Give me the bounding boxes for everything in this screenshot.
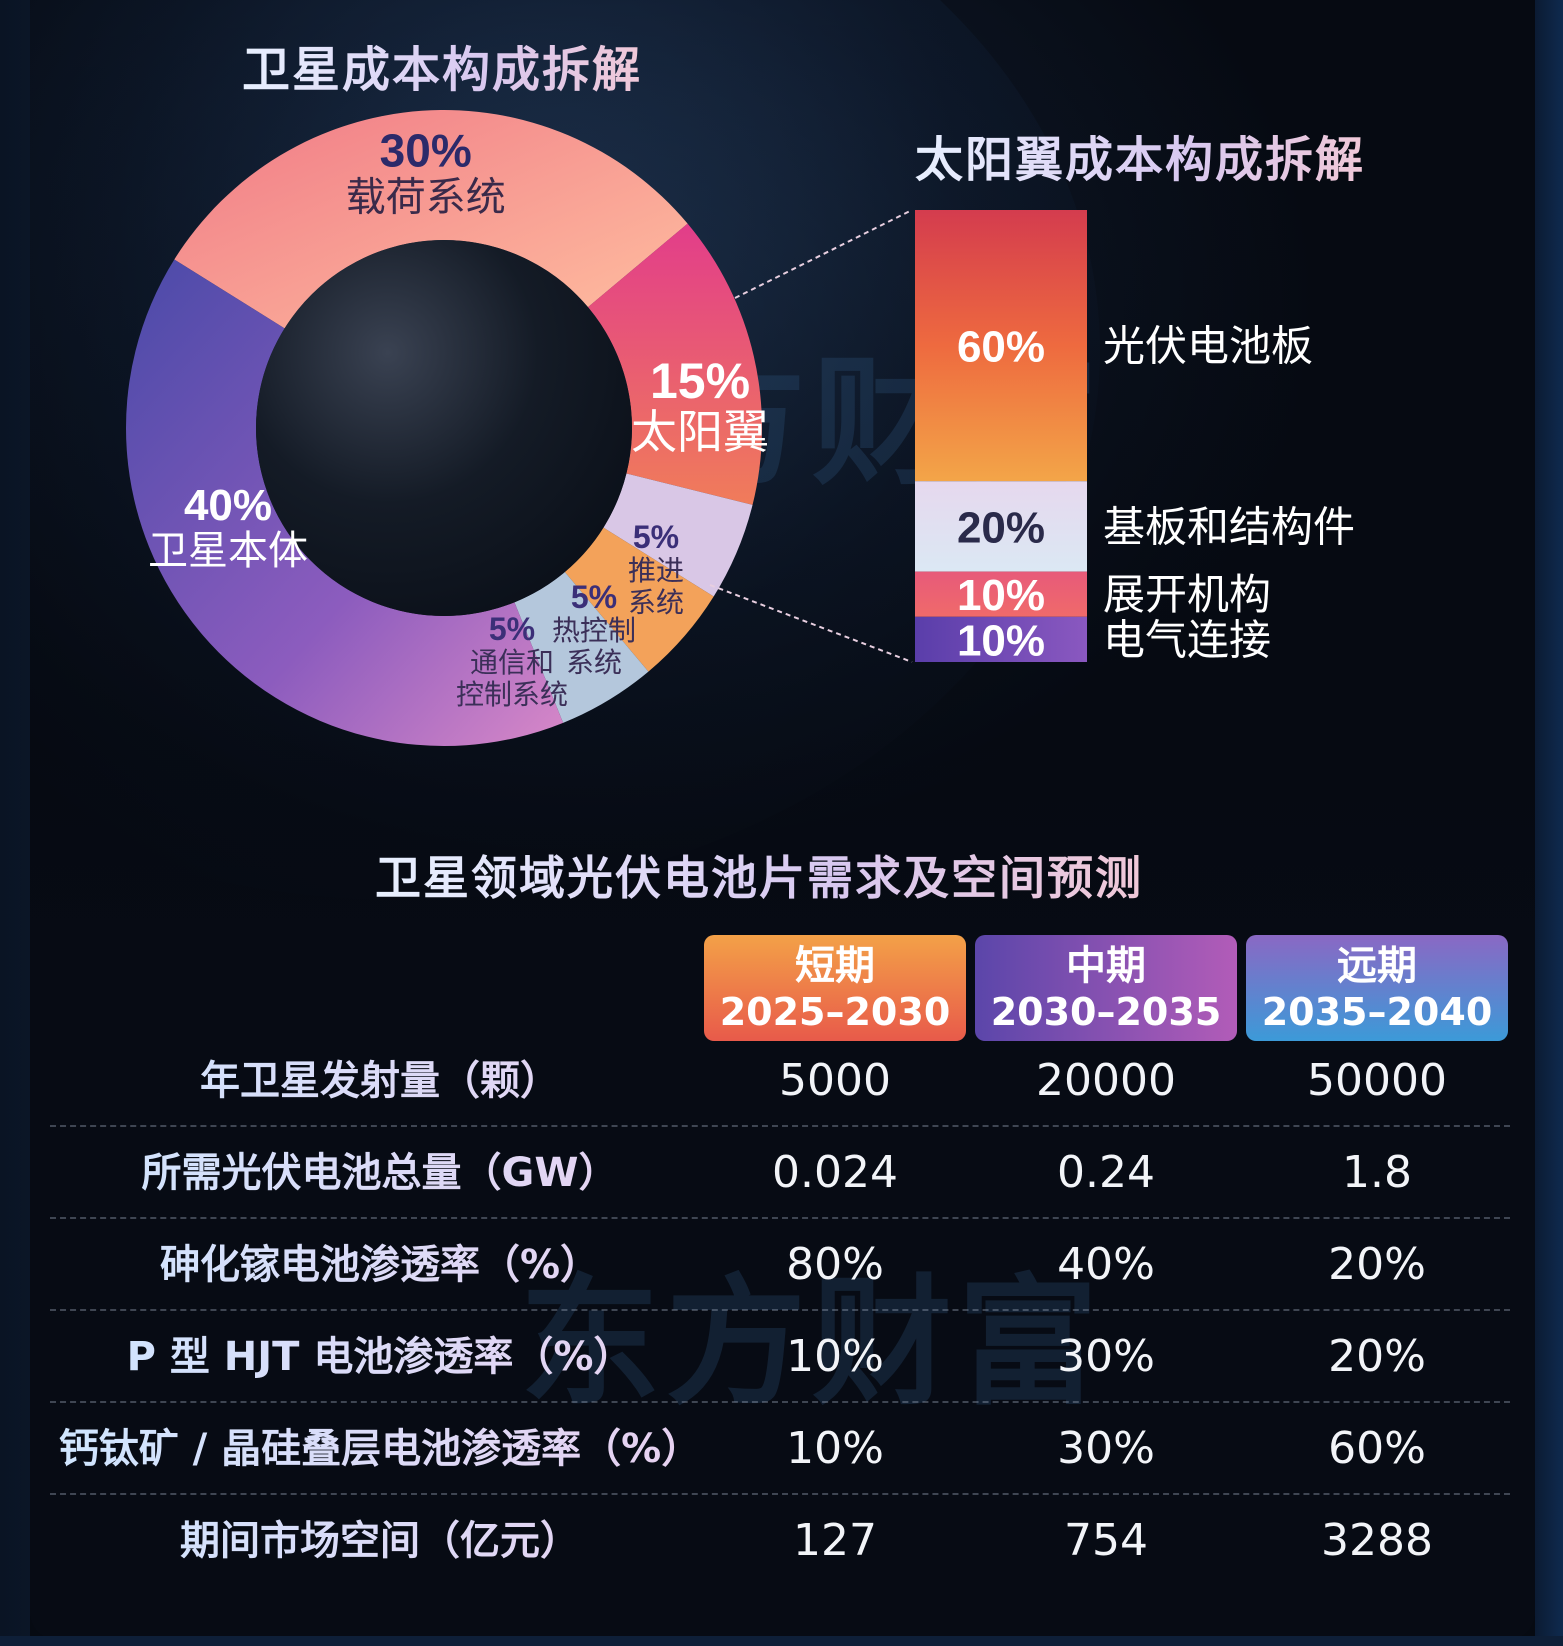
donut-name-label: 载荷系统 [346,176,506,220]
donut-labels: 30%载荷系统15%太阳翼5%推进系统5%热控制系统5%通信和控制系统40%卫星… [148,125,769,710]
cell-long: 20% [1328,1239,1426,1290]
bar-name-label: 电气连接 [1103,616,1271,663]
header-mid-term: 中期 2030–2035 [975,935,1237,1041]
header-long-term-name: 远期 [1337,943,1417,989]
bar-pct-label: 10% [957,571,1045,620]
cell-mid: 0.24 [1057,1147,1155,1198]
solar-wing-stacked-bar [915,210,1087,662]
cell-mid: 20000 [1036,1055,1176,1106]
row-label: 所需光伏电池总量（GW） [50,1127,710,1219]
cell-short: 80% [786,1239,884,1290]
donut-hole [256,240,632,616]
table-row: 砷化镓电池渗透率（%） 80% 40% 20% [50,1219,1510,1311]
satellite-cost-donut [126,109,762,747]
donut-pct-label: 40% [184,481,272,530]
donut-name-label: 太阳翼 [631,406,769,458]
row-divider [50,1309,1510,1311]
connector-top [734,209,913,299]
donut-slice-3 [603,473,753,597]
donut-pct-label: 30% [380,125,472,177]
cell-mid: 754 [1064,1515,1148,1566]
donut-name-label: 热控制 [552,615,636,646]
cell-short: 10% [786,1423,884,1474]
stacked-bar-labels: 60% 光伏电池板 20% 基板和结构件 10% 展开机构 10% 电气连接 [957,323,1355,666]
table-row: 期间市场空间（亿元） 127 754 3288 [50,1495,1510,1587]
cell-long: 60% [1328,1423,1426,1474]
bar-name-label: 基板和结构件 [1103,503,1355,550]
bar-segment-3 [915,571,1087,617]
bar-name-label: 光伏电池板 [1103,323,1313,370]
bottom-frame [0,1636,1563,1646]
cell-long: 20% [1328,1331,1426,1382]
table-row: 年卫星发射量（颗） 5000 20000 50000 [50,1035,1510,1127]
donut-name-label: 卫星本体 [148,529,308,573]
table-row: P 型 HJT 电池渗透率（%） 10% 30% 20% [50,1311,1510,1403]
donut-name-label: 系统 [628,587,684,618]
donut-name-label: 通信和 [470,647,554,678]
donut-slice-6 [126,259,564,747]
header-long-term: 远期 2035–2040 [1246,935,1508,1041]
table-row: 钙钛矿 / 晶硅叠层电池渗透率（%） 10% 30% 60% [50,1403,1510,1495]
cell-mid: 30% [1057,1423,1155,1474]
cell-short: 5000 [779,1055,891,1106]
header-short-term-period: 2025–2030 [719,990,951,1034]
row-divider [50,1217,1510,1219]
header-short-term: 短期 2025–2030 [704,935,966,1041]
donut-pct-label: 5% [633,519,679,555]
cost-charts: 30%载荷系统15%太阳翼5%推进系统5%热控制系统5%通信和控制系统40%卫星… [126,109,1355,747]
satellite-cost-title: 卫星成本构成拆解 [242,30,642,100]
cell-long: 1.8 [1342,1147,1412,1198]
forecast-title: 卫星领域光伏电池片需求及空间预测 [375,842,1143,908]
row-label: 期间市场空间（亿元） [50,1495,710,1587]
right-frame [1535,0,1563,1646]
cell-long: 3288 [1321,1515,1433,1566]
bar-pct-label: 20% [957,503,1045,552]
cell-short: 0.024 [772,1147,898,1198]
donut-slice-2 [588,223,762,505]
row-label: 砷化镓电池渗透率（%） [50,1219,710,1311]
row-divider [50,1125,1510,1127]
donut-pct-label: 5% [489,611,535,647]
donut-name-label: 系统 [566,647,622,678]
donut-name-label: 推进 [628,555,684,586]
header-long-term-period: 2035–2040 [1261,990,1493,1034]
cell-mid: 30% [1057,1331,1155,1382]
donut-pct-label: 15% [650,353,750,409]
bar-name-label: 展开机构 [1103,571,1271,618]
donut-slice-4 [564,527,714,672]
donut-name-label: 控制系统 [456,679,568,710]
cell-short: 127 [793,1515,877,1566]
row-divider [50,1401,1510,1403]
donut-pct-label: 5% [571,579,617,615]
bar-segment-2 [915,481,1087,572]
header-short-term-name: 短期 [795,943,875,989]
solar-wing-cost-title: 太阳翼成本构成拆解 [915,120,1365,190]
bar-segment-1 [915,210,1087,482]
donut-slice-1 [174,109,688,329]
header-mid-term-period: 2030–2035 [990,990,1222,1034]
row-label: 钙钛矿 / 晶硅叠层电池渗透率（%） [50,1403,710,1495]
cell-short: 10% [786,1331,884,1382]
row-divider [50,1493,1510,1495]
row-label: P 型 HJT 电池渗透率（%） [50,1311,710,1403]
cell-mid: 40% [1057,1239,1155,1290]
table-row: 所需光伏电池总量（GW） 0.024 0.24 1.8 [50,1127,1510,1219]
connector-bottom [709,584,913,663]
row-label: 年卫星发射量（颗） [50,1035,710,1127]
left-frame [0,0,30,1646]
bar-pct-label: 60% [957,323,1045,372]
bar-segment-4 [915,616,1087,662]
watermark-bottom: 东方财富 [520,1264,1105,1421]
header-mid-term-name: 中期 [1066,943,1146,989]
cell-long: 50000 [1307,1055,1447,1106]
donut-slice-5 [514,572,649,723]
bar-pct-label: 10% [957,616,1045,665]
